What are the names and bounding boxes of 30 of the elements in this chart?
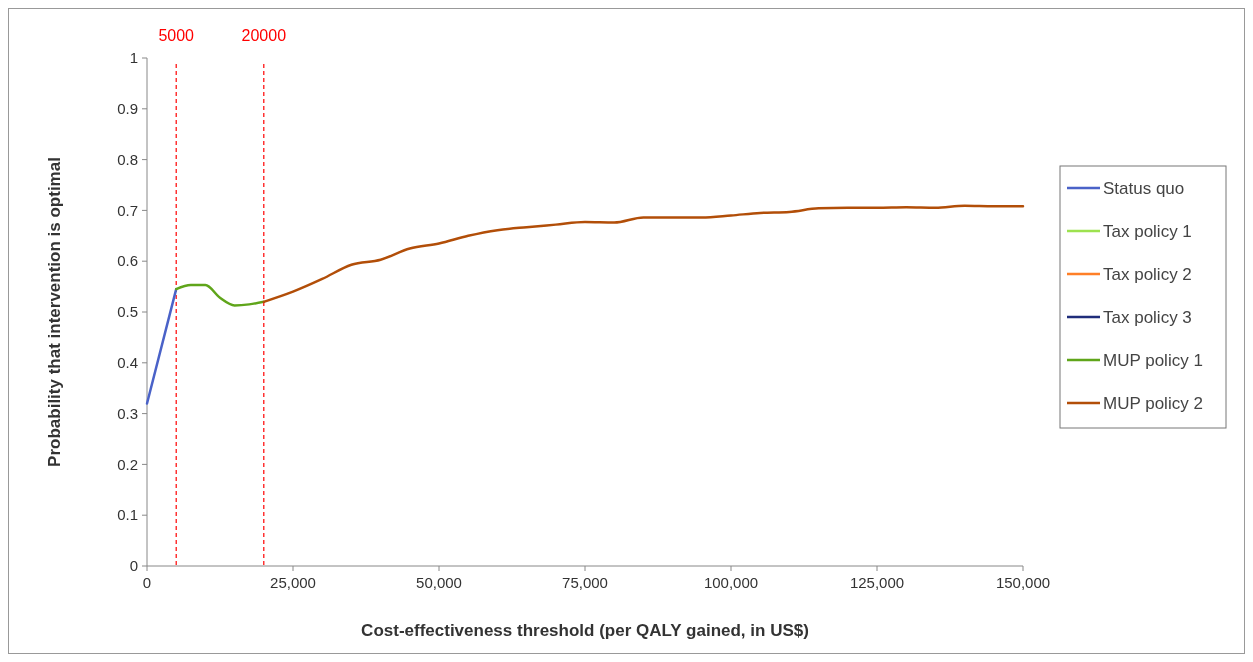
legend-label: MUP policy 2 bbox=[1103, 393, 1203, 413]
x-tick-label: 25,000 bbox=[270, 574, 316, 591]
ref-line-label: 5000 bbox=[158, 27, 195, 44]
y-tick-label: 0.2 bbox=[117, 455, 138, 473]
x-tick-label: 150,000 bbox=[995, 574, 1051, 591]
x-tick-label: 75,000 bbox=[562, 574, 608, 591]
line-series bbox=[262, 204, 1025, 304]
x-tick-label: 0 bbox=[142, 574, 152, 591]
y-tick-label: 0.6 bbox=[117, 252, 138, 270]
legend-label: Status quo bbox=[1103, 178, 1185, 198]
y-tick-label: 0.7 bbox=[117, 201, 138, 219]
x-tick-label: 100,000 bbox=[703, 574, 759, 591]
y-tick-label: 0 bbox=[129, 557, 138, 575]
y-tick-label: 0.5 bbox=[117, 303, 138, 321]
y-tick-label: 1 bbox=[129, 49, 138, 67]
legend-label: Tax policy 3 bbox=[1103, 307, 1192, 327]
legend-label: MUP policy 1 bbox=[1103, 350, 1203, 370]
y-tick-label: 0.9 bbox=[117, 100, 138, 118]
y-tick-label: 0.1 bbox=[117, 506, 138, 524]
x-axis-title: Cost-effectiveness threshold (per QALY gained, in US$) bbox=[361, 621, 809, 640]
ref-line-label: 20000 bbox=[241, 27, 287, 44]
y-tick-label: 0.3 bbox=[117, 404, 138, 422]
legend-label: Tax policy 1 bbox=[1103, 221, 1192, 241]
x-tick-label: 125,000 bbox=[849, 574, 905, 591]
line-series bbox=[174, 283, 266, 307]
y-axis-title: Probability that intervention is optimal bbox=[45, 157, 64, 467]
x-tick-label: 50,000 bbox=[416, 574, 462, 591]
y-tick-label: 0.8 bbox=[117, 150, 138, 168]
y-tick-label: 0.4 bbox=[117, 354, 138, 372]
legend-label: Tax policy 2 bbox=[1103, 264, 1192, 284]
